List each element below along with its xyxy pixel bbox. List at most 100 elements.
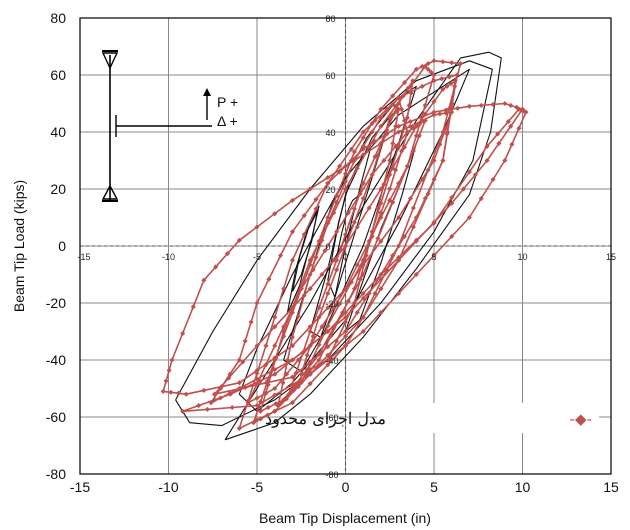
fem-loop-line [213, 79, 457, 395]
legend-marker: -◆- [570, 410, 592, 428]
fem-marker [229, 404, 235, 411]
fem-marker [272, 366, 278, 373]
fem-marker [354, 262, 360, 268]
fem-marker [263, 380, 269, 386]
fem-marker [307, 381, 313, 387]
axis-tick-labels: -15 -10 -5 0 5 10 15 -80 -60 -40 -20 0 20 40 60 80 [46, 10, 619, 495]
inner-x-tick-label: -15 [77, 252, 90, 262]
bottom-support-icon [101, 184, 119, 200]
fem-marker [393, 123, 399, 129]
fem-marker [285, 357, 291, 363]
fem-marker [319, 324, 325, 330]
y-tick-label: -40 [46, 352, 66, 368]
fem-marker [272, 324, 278, 330]
fem-marker [460, 186, 467, 192]
fem-marker [289, 334, 295, 340]
displacement-label: Δ + [217, 113, 238, 129]
fem-marker [248, 319, 254, 325]
fem-marker [354, 224, 360, 230]
fem-marker [289, 229, 296, 235]
fem-marker [387, 172, 393, 178]
inner-y-tick-label: -20 [326, 299, 339, 309]
load-arrowhead-icon [203, 88, 211, 96]
fem-marker [345, 210, 351, 216]
fem-marker [304, 352, 310, 358]
y-tick-label: -60 [46, 409, 66, 425]
fem-marker [295, 357, 301, 363]
y-tick-label: -80 [46, 466, 66, 482]
fem-marker [428, 69, 434, 75]
fem-marker [325, 362, 331, 368]
fem-marker [348, 146, 354, 152]
fem-marker [407, 119, 413, 125]
fem-marker [455, 105, 461, 111]
fem-marker [348, 157, 354, 164]
fem-marker [360, 290, 366, 297]
fem-marker [342, 319, 349, 325]
fem-marker [449, 60, 455, 66]
fem-marker [208, 400, 214, 406]
x-tick-label: 0 [342, 479, 350, 495]
fem-marker [342, 309, 349, 316]
fem-marker [272, 385, 278, 392]
fem-marker [298, 286, 304, 292]
fem-marker [342, 328, 349, 335]
y-tick-label: 0 [58, 238, 66, 254]
fem-marker [169, 357, 175, 363]
fem-marker [431, 219, 437, 225]
fem-marker [281, 286, 287, 292]
plot-frame [79, 17, 612, 475]
fem-marker [328, 333, 334, 339]
y-tick-label: 20 [50, 181, 66, 197]
fem-marker [378, 271, 384, 278]
inner-x-tick-label: 0 [343, 252, 348, 262]
fem-marker [275, 403, 281, 409]
plot-data [160, 51, 529, 441]
y-tick-label: 60 [50, 67, 66, 83]
fem-marker [331, 257, 337, 263]
fem-marker [343, 286, 349, 292]
x-axis-title: Beam Tip Displacement (in) [259, 510, 431, 526]
fem-marker [211, 391, 218, 397]
fem-marker [399, 106, 405, 112]
inner-y-tick-label: -80 [326, 470, 339, 480]
fem-marker [387, 186, 393, 192]
fem-marker [458, 61, 464, 67]
fem-marker [307, 286, 313, 292]
fem-loop-line [259, 65, 435, 413]
fem-marker [410, 125, 416, 131]
fem-loop-line [252, 59, 462, 424]
fem-marker [439, 76, 445, 82]
fem-marker [372, 154, 378, 160]
fem-marker [242, 338, 248, 344]
fem-marker [213, 264, 219, 270]
fem-marker [381, 157, 387, 164]
fem-marker [516, 125, 522, 131]
fem-marker [180, 330, 186, 336]
y-tick-label: 40 [50, 124, 66, 140]
fem-marker [316, 342, 322, 348]
fem-marker [502, 157, 508, 164]
inner-y-tick-label: -60 [326, 413, 339, 423]
test-setup-schematic: P + Δ + [101, 50, 238, 202]
fem-marker [372, 138, 378, 145]
fem-marker [257, 408, 264, 414]
fem-marker [360, 314, 366, 320]
fem-marker [307, 343, 313, 349]
y-axis-title: Beam Tip Load (kips) [11, 180, 27, 312]
fem-marker [283, 395, 289, 401]
fem-marker [316, 305, 322, 311]
fem-marker [272, 343, 278, 349]
inner-x-tick-label: 5 [431, 252, 436, 262]
fem-marker [334, 229, 340, 235]
fem-marker [226, 375, 232, 381]
x-tick-label: 5 [430, 479, 438, 495]
fem-marker [298, 281, 304, 287]
fem-marker [204, 406, 210, 412]
fem-marker [265, 404, 271, 411]
fem-marker [190, 304, 196, 310]
fem-marker [342, 243, 349, 249]
load-label: P + [217, 94, 238, 110]
fem-marker [322, 248, 328, 254]
fem-marker [342, 171, 349, 177]
